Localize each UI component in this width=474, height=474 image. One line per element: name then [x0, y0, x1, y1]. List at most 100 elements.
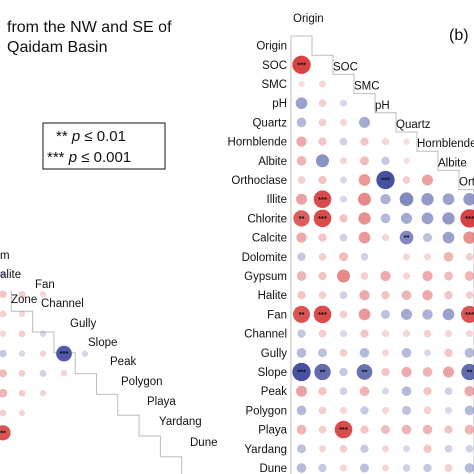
diag-label-quartz: Quartz: [396, 119, 431, 131]
corr-cell-r12-c0: [296, 271, 307, 281]
corr-cell-r18-c2: [339, 387, 348, 396]
corr-cell-r10-c4: [381, 234, 390, 242]
corr-cell-r17-c7: [442, 366, 455, 378]
left-corr-cell-r9-c1: [18, 389, 26, 397]
significance-mark: **: [467, 368, 473, 377]
corr-cell-r8-c3: [357, 192, 372, 206]
corr-cell-r19-c3: [360, 406, 369, 415]
row-label-quartz: Quartz: [252, 117, 287, 129]
corr-cell-r15-c2: [339, 330, 348, 338]
corr-cell-r14-c0: [293, 305, 310, 323]
corr-cell-r22-c4: [381, 464, 390, 472]
diag-label-gully: Gully: [70, 318, 96, 330]
corr-cell-r13-c8: [465, 291, 474, 300]
corr-cell-r12-c2: [336, 269, 351, 283]
left-corr-cell-r6-c0: [0, 330, 7, 337]
corr-cell-r16-c1: [317, 348, 328, 358]
corr-cell-r21-c3: [360, 444, 369, 453]
corr-cell-r10-c7: [442, 231, 455, 244]
row-label-ph: pH: [272, 98, 287, 110]
corr-cell-r13-c4: [381, 291, 390, 300]
left-corr-cell-r4-c0: [0, 290, 7, 298]
left-corr-cell-r10-c1: [18, 409, 26, 417]
corr-cell-r21-c5: [402, 445, 411, 453]
legend-box: [42, 122, 166, 170]
left-corr-cell-r8-c0: [0, 369, 8, 378]
corr-cell-r10-c3: [358, 231, 371, 244]
row-label-albite: Albite: [258, 156, 287, 168]
corr-cell-r18-c6: [423, 387, 432, 396]
row-label-dune: Dune: [260, 463, 288, 474]
row-label-origin: Origin: [256, 41, 287, 53]
significance-mark: ***: [318, 310, 327, 319]
left-corr-cell-r9-c2: [39, 390, 47, 397]
corr-cell-r19-c7: [444, 406, 453, 414]
diag-label-fan: Fan: [35, 279, 55, 291]
corr-cell-r12-c4: [380, 270, 391, 282]
row-label-gypsum: Gypsum: [244, 271, 287, 283]
corr-cell-r7-c4: [376, 170, 395, 190]
corr-cell-r18-c4: [381, 387, 390, 395]
legend-val: 0.001: [94, 149, 132, 166]
left-corr-cell-r5-c1: [18, 310, 26, 318]
left-grid-staircase: [10, 290, 183, 474]
significance-mark: **: [320, 368, 326, 377]
corr-cell-r15-c7: [444, 330, 453, 338]
corr-cell-r15-c8: [465, 330, 474, 338]
corr-cell-r9-c7: [442, 212, 455, 225]
row-label-yardang: Yardang: [244, 444, 287, 456]
corr-cell-r11-c8: [465, 252, 474, 261]
corr-cell-r22-c2: [339, 464, 348, 472]
corr-cell-r11-c6: [423, 253, 432, 261]
corr-cell-r17-c0: [292, 362, 311, 382]
title-line-2: Qaidam Basin: [7, 39, 108, 56]
corr-cell-r8-c6: [421, 193, 434, 206]
corr-cell-r11-c2: [338, 252, 349, 262]
corr-cell-r21-c8: [465, 444, 474, 453]
legend-val: 0.01: [97, 128, 126, 145]
row-label-playa: Playa: [258, 425, 287, 437]
corr-cell-r16-c7: [444, 348, 453, 357]
row-label-calcite: Calcite: [252, 233, 287, 245]
row-label-fan: Fan: [267, 309, 287, 321]
corr-cell-r20-c3: [360, 425, 369, 434]
corr-cell-r9-c6: [421, 212, 434, 225]
corr-cell-r13-c5: [401, 290, 412, 301]
significance-mark: ***: [297, 60, 306, 69]
corr-cell-r12-c3: [360, 272, 369, 280]
significance-mark: ***: [381, 176, 390, 185]
corr-cell-r9-c4: [380, 213, 391, 224]
corr-cell-r22-c8: [464, 463, 474, 473]
corr-cell-r16-c5: [401, 347, 412, 358]
corr-cell-r19-c5: [401, 405, 412, 415]
corr-cell-r8-c2: [339, 195, 348, 203]
legend-stars: **: [56, 128, 68, 145]
diag-label-zone: Zone: [11, 294, 37, 306]
left-corr-cell-r4-c1: [18, 290, 26, 298]
left-corr-cell-r8-c2: [39, 369, 47, 377]
diag-label-channel: Channel: [41, 298, 84, 310]
corr-cell-r7-c0: [297, 176, 306, 184]
corr-cell-r3-c1: [318, 99, 327, 108]
legend-op: ≤: [81, 149, 89, 166]
diag-label-origin: Origin: [293, 13, 324, 25]
corr-cell-r19-c8: [464, 405, 474, 416]
left-corr-cell-r8-c1: [18, 369, 26, 377]
corr-cell-r6-c1: [315, 154, 330, 168]
diag-label-dune: Dune: [190, 437, 218, 449]
corr-cell-r20-c1: [318, 425, 327, 434]
corr-cell-r10-c5: [399, 230, 414, 245]
corr-cell-r5-c0: [296, 136, 307, 147]
corr-cell-r3-c0: [295, 97, 308, 110]
row-label-dolomite: Dolomite: [242, 252, 287, 264]
corr-cell-r8-c1: [313, 190, 332, 209]
grid-staircase: [291, 35, 474, 474]
diag-label-playa: Playa: [147, 396, 176, 408]
diag-label-hornblende: Hornblende: [417, 138, 474, 150]
corr-cell-r14-c8: [461, 305, 474, 323]
significance-mark: ***: [339, 425, 348, 434]
row-label-halite: Halite: [258, 290, 287, 302]
diag-label-yardang: Yardang: [159, 416, 202, 428]
corr-cell-r17-c6: [422, 367, 433, 377]
corr-cell-r11-c0: [297, 252, 306, 261]
